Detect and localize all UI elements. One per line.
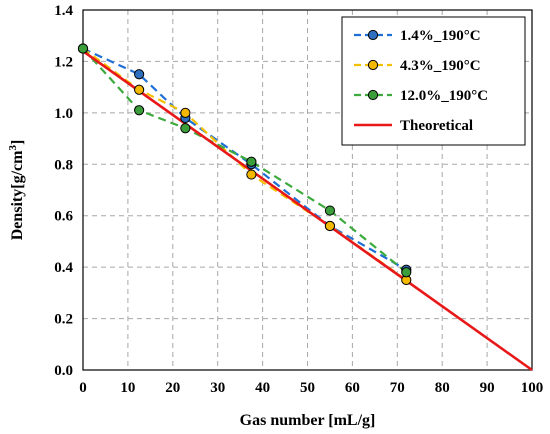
y-tick-label: 1.0 [54, 106, 73, 122]
data-point [180, 107, 191, 118]
x-tick-label: 20 [165, 380, 180, 396]
x-tick-label: 40 [255, 380, 270, 396]
y-axis-title: Density[g/cm3] [7, 140, 26, 241]
legend-swatch-marker [367, 29, 379, 41]
data-point [134, 84, 145, 95]
data-point [324, 220, 336, 232]
data-point [401, 267, 412, 278]
legend-swatch-marker [367, 89, 379, 101]
legend-label: 1.4%_190°C [400, 28, 481, 44]
grid-lines [83, 10, 532, 370]
x-tick-label: 0 [79, 380, 87, 396]
data-point [246, 169, 257, 180]
y-tick-label: 1.2 [54, 54, 73, 70]
x-tick-label: 10 [120, 380, 135, 396]
x-tick-label: 30 [210, 380, 225, 396]
legend-swatch-marker [367, 59, 379, 71]
x-tick-label: 70 [390, 380, 405, 396]
plot-area-frame [82, 9, 533, 371]
series-group [77, 43, 533, 372]
x-axis-tick-labels: 0 10 20 30 40 50 60 70 80 90 100 [79, 380, 543, 396]
series-line [82, 47, 407, 274]
legend: 1.4%_190°C 4.3%_190°C 12.0%_190°C Theoretic… [341, 16, 526, 146]
x-tick-label: 50 [300, 380, 315, 396]
y-axis-title-superscript: 3 [7, 145, 19, 151]
data-point [77, 43, 89, 54]
y-tick-label: 0.8 [54, 157, 73, 173]
y-axis-tick-labels: 0.0 0.2 0.4 0.6 0.8 1.0 1.2 1.4 [54, 3, 73, 379]
series-line-theoretical [82, 50, 533, 372]
legend-label: 12.0%_190°C [400, 88, 488, 104]
y-axis-title-main: Density[g/cm [9, 150, 26, 240]
data-point [134, 69, 145, 80]
data-point [324, 205, 336, 216]
data-point [134, 105, 145, 116]
y-tick-label: 0.4 [54, 260, 73, 276]
y-tick-label: 0.6 [54, 209, 73, 225]
legend-label: Theoretical [400, 118, 473, 134]
y-tick-label: 0.0 [54, 363, 73, 379]
y-axis-title-end: ] [9, 140, 26, 145]
x-tick-label: 60 [345, 380, 360, 396]
y-tick-label: 1.4 [54, 3, 73, 19]
legend-label: 4.3%_190°C [400, 58, 481, 74]
x-axis-title: Gas number [mL/g] [240, 412, 376, 429]
x-tick-label: 100 [521, 380, 544, 396]
data-point [180, 123, 191, 134]
x-tick-label: 80 [435, 380, 450, 396]
data-point [246, 156, 257, 167]
y-tick-label: 0.2 [54, 312, 73, 328]
x-tick-label: 90 [480, 380, 495, 396]
